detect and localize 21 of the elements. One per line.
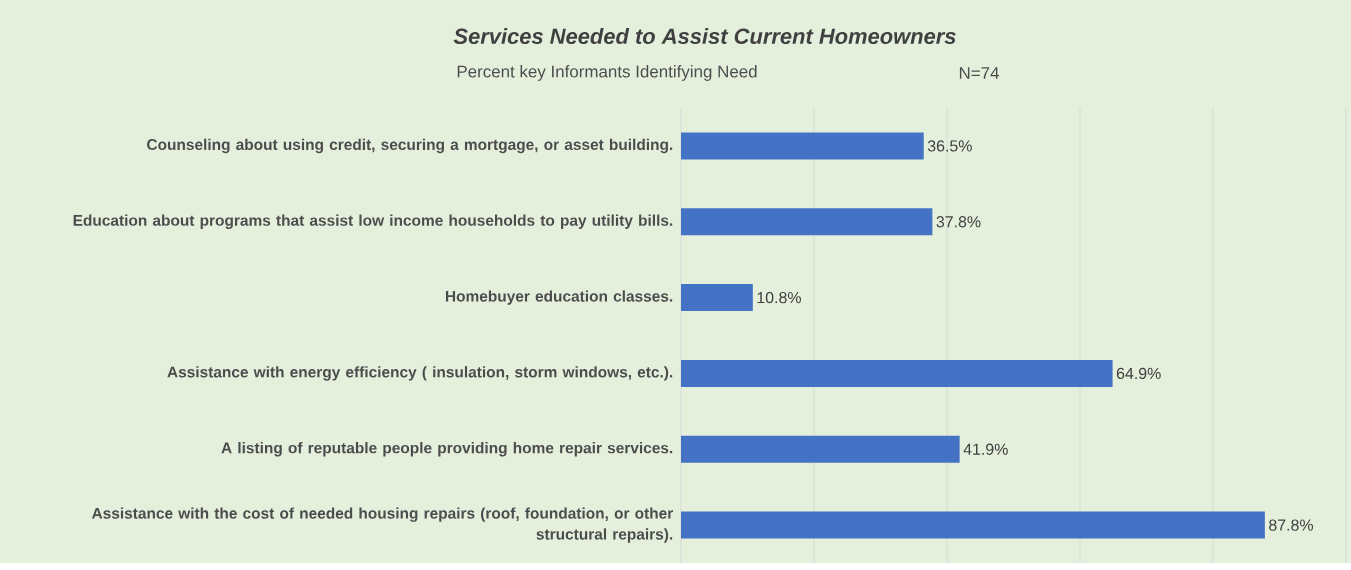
- y-tick-label: A listing of reputable people providing home repair services.: [221, 442, 673, 457]
- bar: [681, 284, 753, 312]
- y-tick-label: Education about programs that assist low income households to pay utility bills.: [73, 214, 673, 230]
- text: N=74: [959, 67, 999, 79]
- bar: [681, 435, 960, 463]
- y-tick-label: Counseling about using credit, securing a mortgage, or asset building.: [147, 138, 673, 154]
- chart-title: Services Needed to Assist Current Homeowners: [453, 28, 956, 45]
- data-label: 64.9%: [1116, 367, 1161, 380]
- data-label: 37.8%: [936, 216, 981, 228]
- data-label: 87.8%: [1269, 519, 1314, 531]
- data-label: 41.9%: [963, 443, 1008, 455]
- y-tick-label: Assistance with the cost of needed housing repairs (roof, foundation, or other structural repairs).: [91, 507, 674, 543]
- bar: [681, 208, 933, 236]
- chart-subtitle: Percent key Informants Identifying Need: [457, 65, 757, 81]
- data-label: 10.8%: [757, 292, 801, 304]
- bar: [681, 511, 1265, 539]
- data-label: 36.5%: [927, 140, 972, 152]
- bar: [681, 359, 1113, 387]
- bar: [681, 132, 924, 160]
- y-tick-label: Assistance with energy efficiency ( insulation, storm windows, etc.).: [167, 366, 673, 381]
- y-tick-label: Homebuyer education classes.: [445, 290, 673, 305]
